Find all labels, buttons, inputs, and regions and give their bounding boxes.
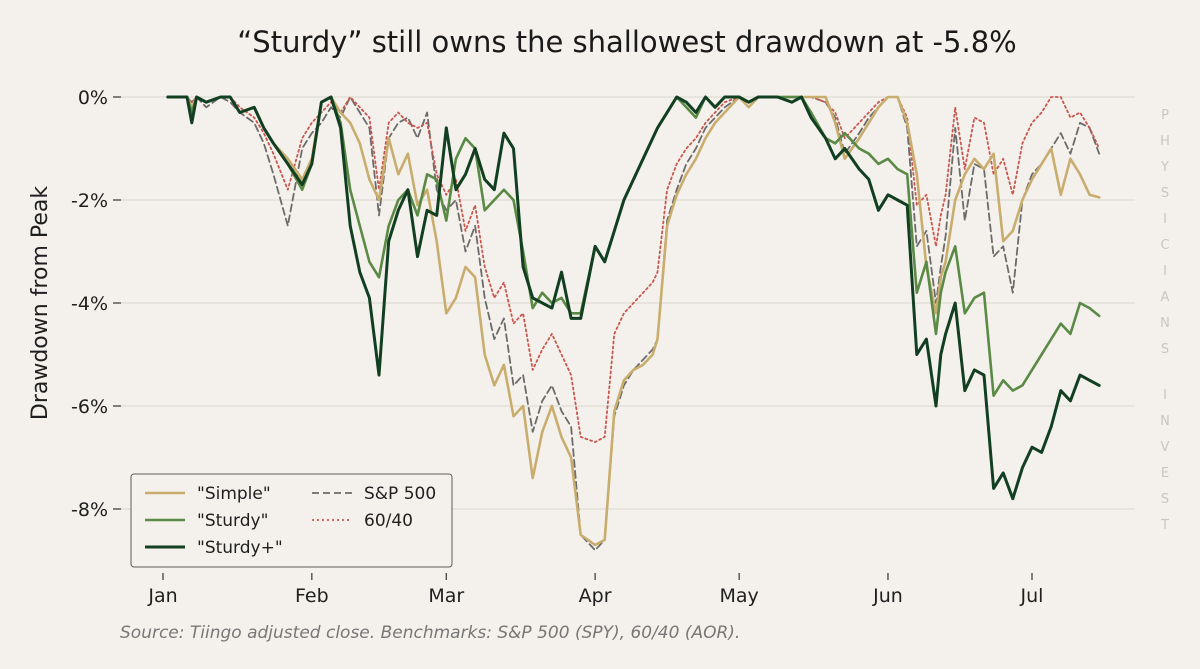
watermark-letter: Y [1160,160,1169,175]
series-lines [166,95,1101,552]
watermark-letter: P [1161,108,1169,123]
watermark-letter: T [1160,518,1169,533]
watermark-letter: I [1163,264,1167,279]
y-tick-label: -2% [71,190,108,212]
watermark-letter: N [1160,414,1170,429]
x-tick-label: Feb [295,585,329,607]
x-tick-label: Jun [872,585,903,607]
watermark-letter: E [1161,466,1169,481]
watermark-letter: I [1163,212,1167,227]
watermark-letter: N [1160,316,1170,331]
x-tick-label: Mar [428,585,464,607]
y-axis-ticks: 0% -2% -4% -6% -8% [71,87,121,521]
x-axis-ticks: Jan Feb Mar Apr May Jun Jul [147,573,1043,607]
series-line-0 [166,95,1101,547]
y-tick-label: 0% [78,87,108,109]
x-tick-label: Apr [579,585,612,607]
legend: "Simple" "Sturdy" "Sturdy+" S&P 500 60/40 [130,473,453,568]
source-note: Source: Tiingo adjusted close. Benchmark… [120,623,740,643]
legend-label-0: "Simple" [197,484,271,504]
watermark-letter: S [1161,342,1169,357]
legend-box [130,473,453,568]
y-tick-label: -6% [71,396,108,418]
y-axis-label: Drawdown from Peak [28,186,53,421]
watermark-letter: C [1160,238,1169,253]
x-tick-label: Jan [147,585,177,607]
watermark-letter: H [1160,134,1170,149]
chart-title: “Sturdy” still owns the shallowest drawd… [237,25,1016,59]
legend-label-2: "Sturdy+" [197,538,283,558]
watermark-letter: S [1161,492,1169,507]
watermark-letter: V [1161,440,1170,455]
legend-label-1: "Sturdy" [197,511,268,531]
x-tick-label: Jul [1020,585,1044,607]
grid-lines [118,96,1135,510]
watermark-letter: S [1161,186,1169,201]
y-tick-label: -4% [71,293,108,315]
watermark-letter: A [1161,290,1170,305]
legend-label-4: 60/40 [364,511,413,531]
y-tick-label: -8% [71,499,108,521]
watermark-letter: I [1163,388,1167,403]
x-tick-label: May [719,585,758,607]
legend-label-3: S&P 500 [364,484,436,504]
series-line-2 [166,95,1101,501]
